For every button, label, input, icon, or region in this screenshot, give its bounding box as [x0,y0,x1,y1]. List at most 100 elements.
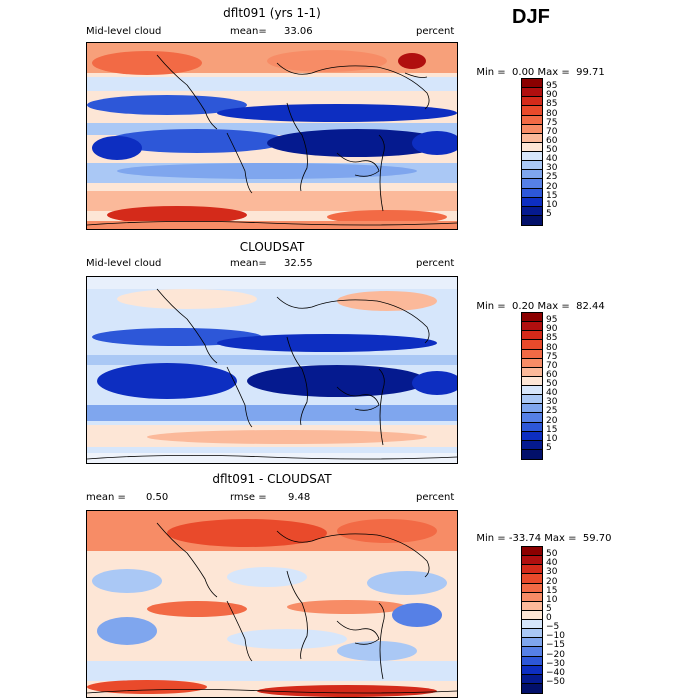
colorbar-tick-label: −20 [546,649,565,660]
colorbar-tick-label: 90 [546,90,558,101]
colorbar-tick-label: −40 [546,667,565,678]
colorbar-swatch [522,413,542,423]
colorbar-tick-label: 85 [546,333,558,344]
colorbar-tick-label: 50 [546,379,558,389]
colorbar-swatch [522,367,542,377]
colorbar-swatch [522,565,542,575]
panel-1-variable-label: Mid-level cloud [86,26,162,37]
panel-1-mean-label: mean= [230,26,267,37]
colorbar-tick-label: 60 [546,369,558,380]
colorbar-swatch [522,404,542,414]
colorbar-swatch [522,601,542,611]
panel-2-mean-value: 32.55 [284,258,313,269]
colorbar-swatch [522,431,542,441]
colorbar-swatch [522,106,542,116]
panel-1-colorbar-labels: 95 90 85 80 75 70 60 50 40 30 25 20 15 10 5 [546,78,586,224]
panel-1-map-field [87,43,457,229]
colorbar-swatch [522,188,542,198]
colorbar-swatch [522,547,542,557]
colorbar-tick-label: 5 [546,442,552,453]
panel-3-units: percent [416,492,455,503]
colorbar-swatch [522,142,542,152]
colorbar-swatch [522,170,542,180]
colorbar-tick-label: 15 [546,190,558,201]
colorbar-tick-label: 30 [546,397,558,408]
colorbar-tick-label: 40 [546,558,558,569]
colorbar-tick-label: 10 [546,433,558,444]
colorbar-swatch [522,161,542,171]
colorbar-tick-label: 75 [546,117,558,128]
panel-2-map-field [87,277,457,463]
colorbar-tick-label: 95 [546,315,558,326]
colorbar-tick-label: 50 [546,549,558,560]
colorbar-swatch [522,556,542,566]
colorbar-swatch [522,197,542,207]
colorbar-swatch [522,88,542,98]
panel-2-title: CLOUDSAT [239,240,305,254]
panel-3-rmse-value: 9.48 [288,492,311,503]
colorbar-tick-label: 20 [546,181,558,192]
panel-2-map [86,276,458,464]
colorbar-swatch [522,331,542,341]
panel-1-min-label: Min = [476,67,506,78]
panel-1-min-value: 0.00 [512,67,535,78]
panel-2-max-value: 82.44 [576,301,605,312]
colorbar-swatch [522,115,542,125]
panel-1-max-value: 99.71 [576,67,605,78]
colorbar-swatch [522,179,542,189]
colorbar-tick-label: 30 [546,163,558,174]
panel-3-min-label: Min = [476,533,506,544]
colorbar-tick-label: 95 [546,81,558,92]
colorbar-tick-label: 80 [546,108,558,119]
colorbar-swatch [522,665,542,675]
panel-1-map [86,42,458,230]
panel-3-title: dflt091 - CLOUDSAT [212,472,332,486]
colorbar-tick-label: 40 [546,154,558,165]
colorbar-tick-label: 40 [546,388,558,399]
colorbar-swatch [522,440,542,450]
colorbar-tick-label: 10 [546,594,558,605]
panel-1-mean-value: 33.06 [284,26,313,37]
panel-2-min-value: 0.20 [512,301,535,312]
colorbar-tick-label: 15 [546,585,558,596]
colorbar-tick-label: 30 [546,567,558,578]
panel-1-colorbar [521,78,543,226]
colorbar-swatch [522,313,542,323]
colorbar-swatch [522,386,542,396]
colorbar-swatch [522,422,542,432]
panel-2-variable-label: Mid-level cloud [86,258,162,269]
colorbar-tick-label: 0 [546,613,552,623]
colorbar-swatch [522,656,542,666]
colorbar-swatch [522,638,542,648]
panel-1-max-label: Max = [537,67,570,78]
colorbar-tick-label: 85 [546,99,558,110]
panel-3-map-field [87,511,457,697]
colorbar-swatch [522,376,542,386]
panel-3-max-value: 59.70 [582,533,612,544]
colorbar-swatch [522,215,542,225]
colorbar-swatch [522,395,542,405]
panel-3-colorbar-labels: 50 40 30 20 15 10 5 0 −5 −10 −15 −20 −30 −40 −50 [546,546,586,692]
colorbar-swatch [522,449,542,459]
colorbar-tick-label: 25 [546,406,558,417]
colorbar-tick-label: 5 [546,208,552,219]
panel-2-min-label: Min = [476,301,506,312]
colorbar-swatch [522,583,542,593]
panel-1-title: dflt091 (yrs 1-1) [223,6,321,20]
colorbar-tick-label: 50 [546,145,558,155]
panel-3-rmse-label: rmse = [230,492,267,503]
colorbar-tick-label: 90 [546,324,558,335]
colorbar-tick-label: −5 [546,622,560,633]
colorbar-swatch [522,124,542,134]
panel-3-map [86,510,458,698]
colorbar-tick-label: 20 [546,415,558,426]
panel-1-units: percent [416,26,455,37]
colorbar-swatch [522,647,542,657]
colorbar-swatch [522,629,542,639]
colorbar-swatch [522,206,542,216]
panel-2-colorbar [521,312,543,460]
colorbar-tick-label: 75 [546,351,558,362]
colorbar-tick-label: −30 [546,658,565,669]
colorbar-tick-label: 60 [546,135,558,146]
colorbar-swatch [522,574,542,584]
